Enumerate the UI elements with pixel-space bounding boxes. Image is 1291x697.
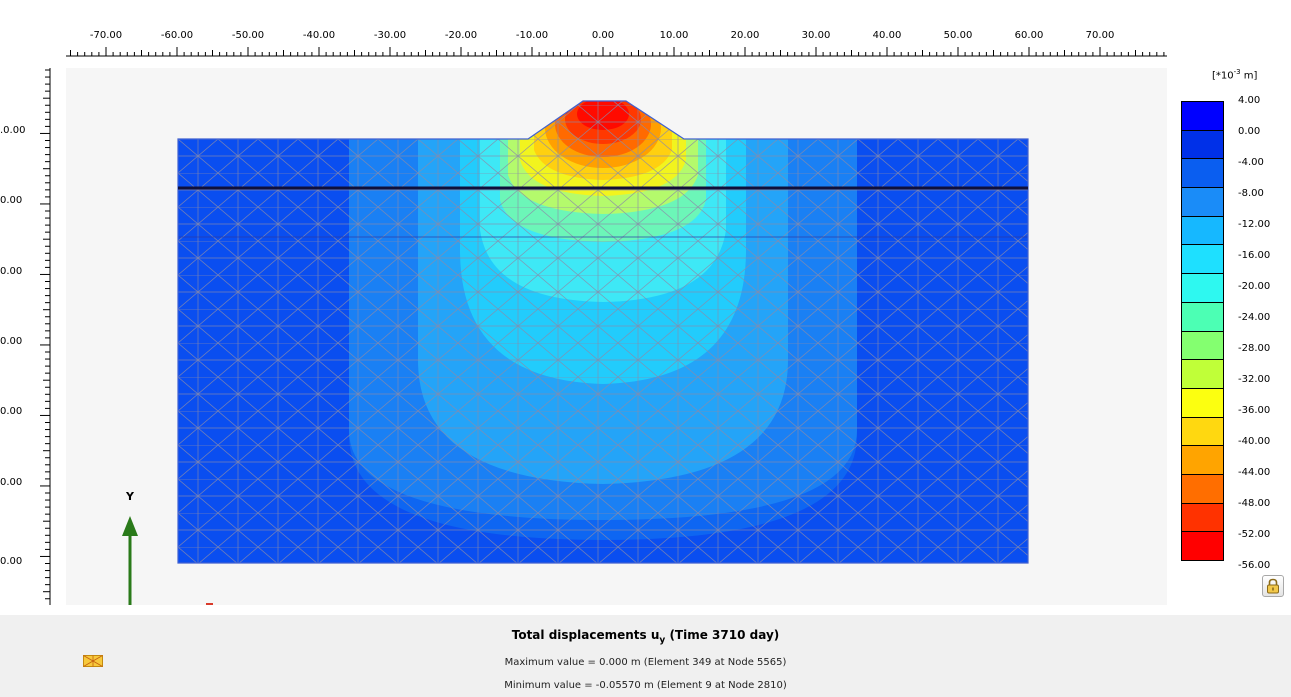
x-tick-label: 50.00 — [944, 30, 973, 41]
legend-swatch — [1182, 130, 1223, 160]
y-tick-label: 0.00 — [0, 406, 22, 417]
legend-swatch — [1182, 417, 1223, 447]
lock-legend-button[interactable] — [1262, 575, 1284, 597]
y-tick-label: 0.00 — [0, 266, 22, 277]
legend-swatch — [1182, 302, 1223, 332]
x-tick-label: 0.00 — [592, 30, 614, 41]
legend-level-label: -28.00 — [1238, 343, 1271, 354]
x-tick-label: -60.00 — [161, 30, 193, 41]
top-ruler-background — [0, 0, 1175, 68]
legend-level-label: -8.00 — [1238, 188, 1264, 199]
x-tick-label: 40.00 — [873, 30, 902, 41]
plot-area[interactable]: -70.00 -60.00 -50.00 -40.00 -30.00 -20.00 -10.… — [0, 0, 1291, 615]
legend-swatch — [1182, 274, 1223, 303]
y-axis-ruler: .0.00 0.00 0.00 0.00 0.00 0.00 0.00 — [0, 68, 51, 605]
y-tick-label: 0.00 — [0, 336, 22, 347]
legend-level-label: -32.00 — [1238, 374, 1271, 385]
x-tick-label: 70.00 — [1086, 30, 1115, 41]
legend-unit: [*10-3 m] — [1212, 68, 1258, 82]
legend-level-label: -4.00 — [1238, 157, 1264, 168]
mesh-generation-icon[interactable] — [83, 655, 103, 667]
plot-title: Total displacements uy (Time 3710 day) — [511, 628, 780, 646]
legend-level-label: -44.00 — [1238, 467, 1271, 478]
axis-indicator: Y — [122, 490, 213, 605]
model-outline[interactable] — [177, 100, 1029, 564]
legend-level-label: 0.00 — [1238, 126, 1261, 137]
color-legend — [1181, 101, 1224, 561]
legend-swatch — [1182, 474, 1223, 504]
legend-swatch — [1182, 245, 1223, 275]
padlock-icon — [1267, 578, 1279, 594]
legend-swatch — [1182, 188, 1223, 217]
x-tick-label: -70.00 — [90, 30, 122, 41]
legend-level-label: -16.00 — [1238, 250, 1271, 261]
x-tick-label: 10.00 — [660, 30, 689, 41]
legend-swatch — [1182, 102, 1223, 131]
displacement-contours — [178, 101, 1028, 563]
maximum-value-text: Maximum value = 0.000 m (Element 349 at … — [504, 657, 787, 668]
legend-swatch — [1182, 446, 1223, 475]
legend-level-label: -56.00 — [1238, 560, 1271, 571]
legend-swatch — [1182, 503, 1223, 533]
legend-level-label: 4.00 — [1238, 95, 1261, 106]
x-tick-label: -50.00 — [232, 30, 264, 41]
legend-swatch — [1182, 216, 1223, 246]
legend-swatch — [1182, 360, 1223, 389]
legend-level-label: -24.00 — [1238, 312, 1271, 323]
x-axis-ruler: -70.00 -60.00 -50.00 -40.00 -30.00 -20.00 -10.… — [66, 30, 1167, 57]
legend-level-label: -36.00 — [1238, 405, 1271, 416]
legend-swatch — [1182, 331, 1223, 361]
x-tick-label: -30.00 — [374, 30, 406, 41]
legend-swatch — [1182, 159, 1223, 189]
x-tick-label: 20.00 — [731, 30, 760, 41]
y-tick-label: 0.00 — [0, 195, 22, 206]
x-tick-label: -40.00 — [303, 30, 335, 41]
legend-swatch — [1182, 532, 1223, 560]
legend-level-label: -40.00 — [1238, 436, 1271, 447]
x-tick-label: 30.00 — [802, 30, 831, 41]
y-tick-label: 0.00 — [0, 556, 22, 567]
x-tick-label: -10.00 — [516, 30, 548, 41]
legend-level-label: -48.00 — [1238, 498, 1271, 509]
legend-level-label: -20.00 — [1238, 281, 1271, 292]
y-tick-label: .0.00 — [0, 125, 25, 136]
legend-level-label: -52.00 — [1238, 529, 1271, 540]
y-arrowhead-icon — [122, 516, 138, 536]
minimum-value-text: Minimum value = -0.05570 m (Element 9 at… — [504, 680, 787, 691]
plot-canvas[interactable]: -70.00 -60.00 -50.00 -40.00 -30.00 -20.00 -10.… — [0, 0, 1175, 615]
y-axis-label: Y — [125, 490, 135, 503]
finite-element-mesh — [178, 101, 1028, 563]
y-tick-label: 0.00 — [0, 477, 22, 488]
legend-level-label: -12.00 — [1238, 219, 1271, 230]
legend-swatch — [1182, 388, 1223, 418]
x-tick-label: 60.00 — [1015, 30, 1044, 41]
x-tick-label: -20.00 — [445, 30, 477, 41]
